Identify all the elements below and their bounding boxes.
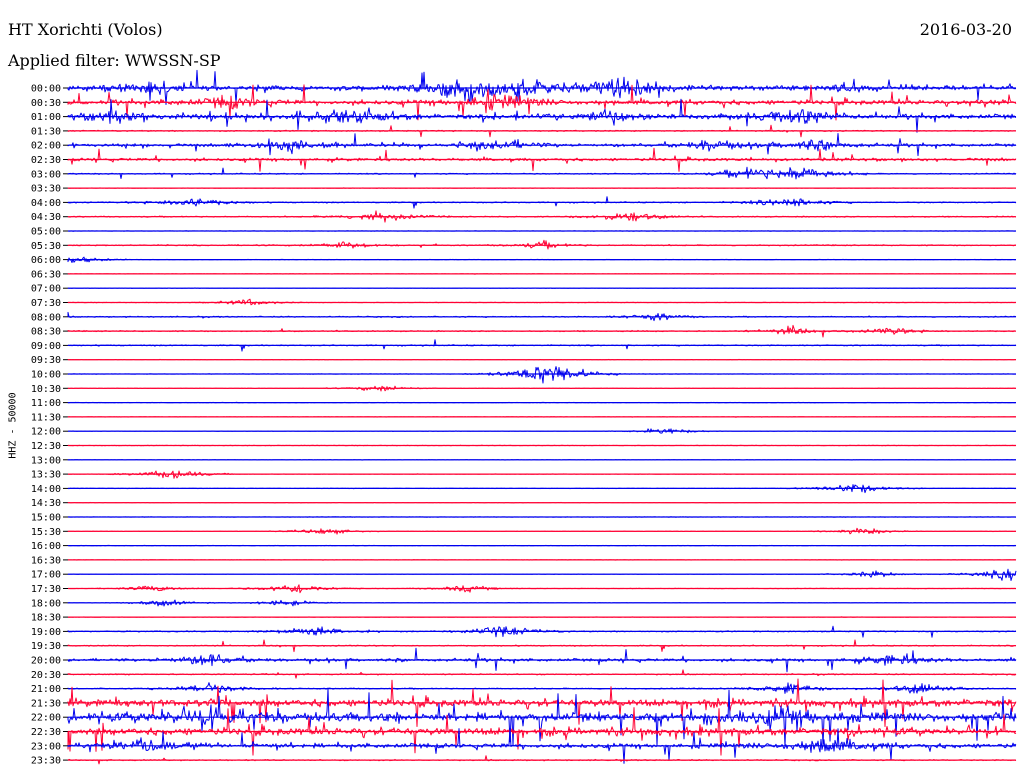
row-label: 02:00	[31, 141, 61, 152]
row-label: 01:00	[31, 112, 61, 123]
row-label: 03:30	[31, 184, 61, 195]
row-label: 15:00	[31, 513, 61, 524]
filter-line: Applied filter: WWSSN-SP	[8, 51, 221, 70]
row-label: 04:30	[31, 212, 61, 223]
row-label: 03:00	[31, 169, 61, 180]
row-label: 15:30	[31, 527, 61, 538]
row-label: 06:30	[31, 269, 61, 280]
row-label: 22:30	[31, 727, 61, 738]
row-label: 09:30	[31, 355, 61, 366]
row-label: 05:00	[31, 227, 61, 238]
row-label: 19:00	[31, 627, 61, 638]
filter-name: WWSSN-SP	[124, 51, 221, 70]
row-label: 01:30	[31, 126, 61, 137]
row-label: 08:00	[31, 312, 61, 323]
row-label: 12:00	[31, 427, 61, 438]
row-label: 13:00	[31, 455, 61, 466]
filter-label: Applied filter:	[8, 51, 120, 70]
trace-0300	[67, 166, 1017, 180]
row-label: 04:00	[31, 198, 61, 209]
row-label: 10:30	[31, 384, 61, 395]
row-label: 02:30	[31, 155, 61, 166]
trace-2200	[67, 688, 1017, 747]
trace-0530	[67, 239, 1017, 250]
row-label: 09:00	[31, 341, 61, 352]
row-label: 00:30	[31, 98, 61, 109]
row-label: 16:00	[31, 541, 61, 552]
row-label: 23:30	[31, 756, 61, 767]
row-label: 20:00	[31, 656, 61, 667]
row-label: 11:30	[31, 412, 61, 423]
row-label: 16:30	[31, 555, 61, 566]
row-label: 07:30	[31, 298, 61, 309]
row-label: 07:00	[31, 284, 61, 295]
trace-date: 2016-03-20	[919, 20, 1012, 39]
trace-2230	[67, 707, 1017, 756]
row-label: 10:00	[31, 370, 61, 381]
row-label: 19:30	[31, 641, 61, 652]
station-title: HT Xorichti (Volos)	[8, 20, 163, 39]
row-label: 08:30	[31, 327, 61, 338]
row-label: 05:30	[31, 241, 61, 252]
trace-0200	[67, 133, 1017, 157]
row-label: 20:30	[31, 670, 61, 681]
row-label: 22:00	[31, 713, 61, 724]
row-label: 11:00	[31, 398, 61, 409]
trace-0000	[67, 69, 1017, 105]
row-label: 21:00	[31, 684, 61, 695]
row-label: 00:00	[31, 84, 61, 95]
row-label: 12:30	[31, 441, 61, 452]
row-label: 17:30	[31, 584, 61, 595]
row-label: 06:00	[31, 255, 61, 266]
row-label: 17:00	[31, 570, 61, 581]
row-label: 14:00	[31, 484, 61, 495]
row-label: 18:00	[31, 598, 61, 609]
row-label: 21:30	[31, 698, 61, 709]
row-label: 14:30	[31, 498, 61, 509]
row-label: 18:30	[31, 613, 61, 624]
row-label: 23:00	[31, 741, 61, 752]
row-label: 13:30	[31, 470, 61, 481]
trace-1700	[67, 568, 1017, 581]
trace-1000	[67, 366, 1016, 384]
